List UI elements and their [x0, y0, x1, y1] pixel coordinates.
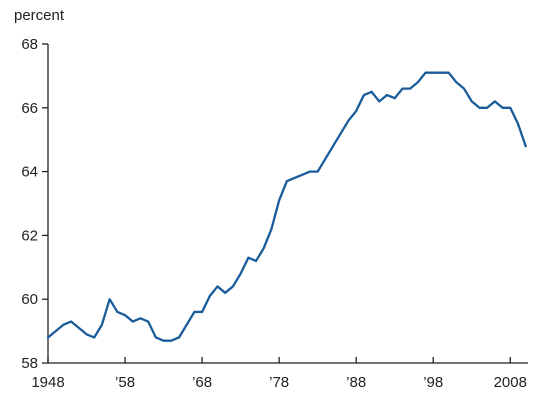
x-tick-label: ’68: [192, 374, 212, 391]
series-layer: [46, 71, 527, 342]
x-tick-label: ’98: [423, 374, 443, 391]
x-axis: 1948 ’58 ’68 ’78 ’88 ’98 2008: [31, 357, 527, 391]
y-axis-unit-label: percent: [14, 7, 65, 24]
x-tick-label: ’78: [269, 374, 289, 391]
y-tick-label: 58: [21, 355, 38, 372]
y-tick-label: 64: [21, 164, 38, 181]
y-tick-label: 68: [21, 36, 38, 53]
y-tick-label: 60: [21, 291, 38, 308]
y-axis: 58 60 62 64 66 68: [21, 36, 48, 372]
x-tick-label: 2008: [494, 374, 527, 391]
x-tick-label: 1948: [31, 374, 64, 391]
x-tick-label: ’58: [115, 374, 135, 391]
series-line: [46, 71, 527, 342]
y-tick-label: 66: [21, 100, 38, 117]
x-tick-label: ’88: [346, 374, 366, 391]
y-tick-label: 62: [21, 227, 38, 244]
